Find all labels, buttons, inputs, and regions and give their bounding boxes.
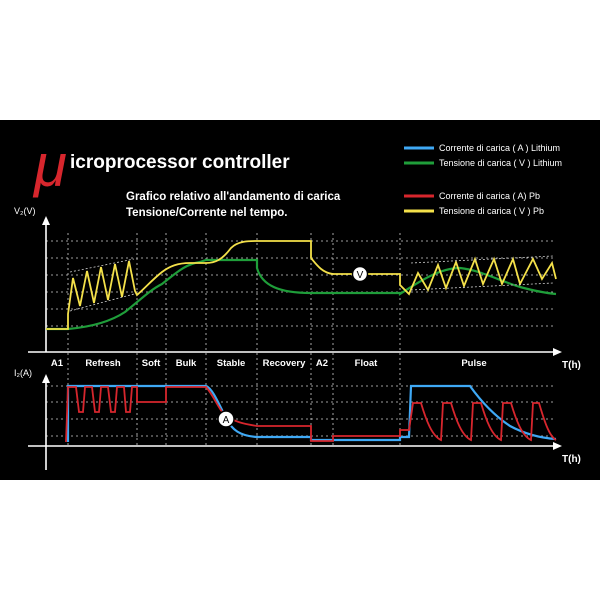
current-marker-label: A (223, 415, 230, 426)
phase-stable: Stable (217, 358, 246, 369)
phase-pulse: Pulse (461, 358, 486, 369)
current-marker: A (217, 410, 235, 428)
voltage-marker-label: V (357, 270, 364, 281)
voltage-marker: V (351, 265, 369, 283)
time-axis-label-top: T(h) (562, 360, 581, 371)
current-axis-label: I₂(A) (14, 368, 32, 378)
phase-recovery: Recovery (263, 358, 306, 369)
phase-bulk: Bulk (176, 358, 197, 369)
phase-a1: A1 (51, 358, 64, 369)
phase-soft: Soft (142, 358, 161, 369)
time-axis-label-bottom: T(h) (562, 454, 581, 465)
subtitle-line2: Tensione/Corrente nel tempo. (126, 207, 287, 219)
voltage-axis-label: V₂(V) (14, 206, 36, 216)
phase-refresh: Refresh (85, 358, 121, 369)
phase-a2: A2 (316, 358, 328, 369)
legend-label-lithium-current: Corrente di carica ( A ) Lithium (439, 143, 560, 153)
mu-symbol: μ (32, 132, 67, 199)
phase-labels: A1 Refresh Soft Bulk Stable Recovery A2 … (51, 358, 487, 369)
legend: Corrente di carica ( A ) Lithium Tension… (404, 143, 562, 216)
phase-float: Float (355, 358, 379, 369)
refresh-envelope (69, 255, 554, 312)
axes (28, 216, 562, 470)
pb-current-curve (65, 386, 557, 443)
lithium-current-curve (66, 384, 557, 442)
title: icroprocessor controller (70, 152, 290, 173)
legend-label-pb-current: Corrente di carica ( A) Pb (439, 191, 540, 201)
subtitle-line1: Grafico relativo all'andamento di carica (126, 191, 341, 203)
lithium-voltage-curve (46, 258, 557, 331)
pb-voltage-curve (46, 240, 557, 330)
voltage-grid (46, 240, 556, 327)
legend-label-pb-voltage: Tensione di carica ( V ) Pb (439, 206, 544, 216)
legend-label-lithium-voltage: Tensione di carica ( V ) Lithium (439, 158, 562, 168)
